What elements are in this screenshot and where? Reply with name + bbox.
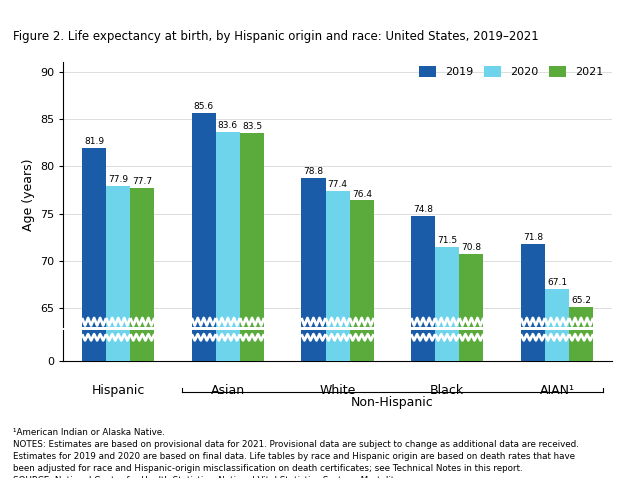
Bar — [569, 0, 593, 361]
Text: 83.5: 83.5 — [242, 122, 262, 131]
Bar — [216, 0, 240, 361]
Text: 77.7: 77.7 — [133, 177, 152, 186]
Text: 67.1: 67.1 — [547, 278, 567, 287]
Text: 83.6: 83.6 — [218, 121, 238, 130]
Bar — [411, 0, 435, 361]
Y-axis label: Age (years): Age (years) — [22, 159, 35, 231]
Text: 70.8: 70.8 — [462, 243, 481, 251]
Text: Asian: Asian — [211, 384, 245, 397]
Bar — [216, 132, 240, 478]
Text: 77.4: 77.4 — [328, 180, 347, 189]
Legend: 2019, 2020, 2021: 2019, 2020, 2021 — [416, 63, 606, 80]
Bar — [545, 0, 569, 361]
Bar — [131, 0, 155, 361]
Bar — [131, 188, 155, 478]
Bar — [191, 0, 216, 361]
Bar — [82, 0, 106, 361]
Text: 85.6: 85.6 — [194, 102, 214, 111]
Bar — [435, 247, 460, 478]
Text: 76.4: 76.4 — [352, 190, 372, 198]
Bar — [350, 200, 374, 478]
Bar — [106, 186, 131, 478]
Text: 71.8: 71.8 — [523, 233, 543, 242]
Text: Non-Hispanic: Non-Hispanic — [351, 396, 434, 409]
Text: 71.5: 71.5 — [437, 236, 457, 245]
Text: 65.2: 65.2 — [571, 296, 591, 304]
Bar — [521, 0, 545, 361]
Bar — [325, 0, 350, 361]
Bar — [460, 253, 484, 478]
Bar — [569, 306, 593, 478]
Text: Black: Black — [430, 384, 464, 397]
Bar — [350, 0, 374, 361]
Bar — [521, 244, 545, 478]
Bar — [191, 113, 216, 478]
Bar — [240, 0, 264, 361]
Text: ¹American Indian or Alaska Native.
NOTES: Estimates are based on provisional dat: ¹American Indian or Alaska Native. NOTES… — [13, 428, 579, 478]
Bar — [82, 148, 106, 478]
Text: 81.9: 81.9 — [84, 138, 104, 146]
Bar — [240, 133, 264, 478]
Text: 78.8: 78.8 — [304, 167, 323, 176]
Text: Figure 2. Life expectancy at birth, by Hispanic origin and race: United States, : Figure 2. Life expectancy at birth, by H… — [13, 30, 538, 43]
Bar — [411, 216, 435, 478]
Bar — [435, 0, 460, 361]
Text: 77.9: 77.9 — [108, 175, 128, 185]
Text: AIAN¹: AIAN¹ — [540, 384, 574, 397]
Text: Hispanic: Hispanic — [91, 384, 145, 397]
Text: 74.8: 74.8 — [413, 205, 433, 214]
Bar — [325, 191, 350, 478]
Bar — [545, 289, 569, 478]
Bar — [106, 0, 131, 361]
Bar — [301, 178, 325, 478]
Bar — [301, 0, 325, 361]
Bar — [460, 0, 484, 361]
Text: White: White — [320, 384, 356, 397]
